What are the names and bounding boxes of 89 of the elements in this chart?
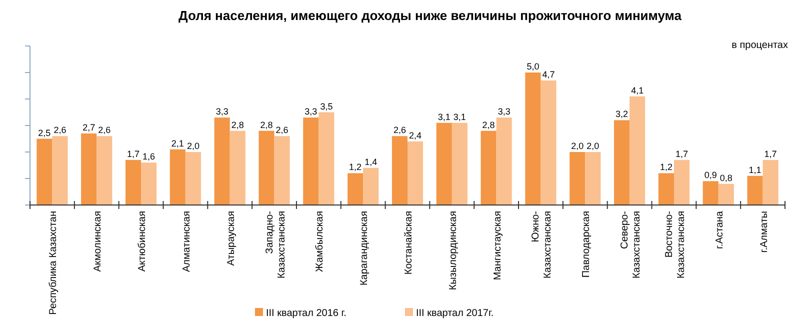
data-label: 1,7 bbox=[764, 148, 777, 159]
data-label: 3,3 bbox=[304, 106, 318, 117]
bar bbox=[214, 118, 230, 205]
bar bbox=[496, 118, 512, 205]
bar bbox=[570, 152, 586, 205]
data-label: 3,5 bbox=[320, 101, 333, 112]
data-label: 2,0 bbox=[571, 141, 584, 151]
bar bbox=[585, 152, 601, 205]
bar bbox=[230, 130, 246, 205]
bar bbox=[702, 181, 718, 205]
data-label: 2,5 bbox=[38, 128, 51, 138]
x-tick-label: Костанайская bbox=[404, 211, 414, 275]
bar bbox=[436, 122, 452, 205]
x-tick-label: Актюбинская bbox=[137, 211, 148, 272]
x-tick-label: Атырауская bbox=[226, 211, 237, 266]
chart-title: Доля населения, имеющего доходы ниже величины прожиточного минимума bbox=[178, 8, 682, 23]
bar bbox=[630, 96, 646, 205]
data-label: 2,6 bbox=[276, 125, 288, 136]
data-label: 2,6 bbox=[393, 125, 406, 136]
x-tick-label: Алматинская bbox=[181, 211, 192, 272]
x-tick-label: Кызылординская bbox=[448, 211, 459, 290]
bar bbox=[540, 80, 556, 205]
bar bbox=[96, 136, 112, 205]
data-label: 4,1 bbox=[631, 85, 644, 96]
data-label: 1,7 bbox=[675, 148, 688, 159]
bar bbox=[185, 152, 201, 205]
data-label: 3,1 bbox=[438, 112, 450, 122]
x-tick-label: Южно-Казахстанская bbox=[530, 211, 554, 278]
data-label: 2,0 bbox=[586, 141, 600, 151]
x-tick-label: Жамбылская bbox=[314, 211, 326, 272]
bar bbox=[480, 130, 496, 205]
x-tick-label: Карагандинская bbox=[359, 211, 370, 286]
bar bbox=[674, 160, 690, 205]
data-label: 2,6 bbox=[98, 125, 111, 136]
data-label: 1,4 bbox=[364, 156, 378, 167]
bar bbox=[718, 184, 734, 205]
x-tick-label: Северо-Казахстанская bbox=[620, 211, 643, 278]
bar bbox=[452, 122, 468, 205]
data-label: 2,6 bbox=[54, 125, 66, 136]
data-label: 2,7 bbox=[82, 122, 96, 132]
data-label: 1,2 bbox=[660, 162, 672, 172]
bar bbox=[170, 149, 186, 205]
bar bbox=[274, 136, 290, 205]
bar bbox=[614, 120, 630, 205]
bar bbox=[747, 176, 763, 205]
annotation: в процентах bbox=[732, 40, 788, 51]
legend-label: III квартал 2016 г. bbox=[266, 308, 346, 319]
x-tick-label: Западно-Казахстанская bbox=[264, 211, 288, 278]
x-tick-label: Павлодарская bbox=[581, 211, 592, 278]
bar bbox=[52, 136, 68, 205]
bar bbox=[141, 162, 157, 205]
data-label: 2,8 bbox=[482, 120, 495, 130]
data-label: 1,1 bbox=[748, 164, 762, 175]
data-label: 0,8 bbox=[720, 172, 732, 183]
x-tick-label: Мангистауская bbox=[492, 211, 504, 280]
x-tick-label: Республика Казахстан bbox=[48, 211, 60, 315]
data-label: 2,0 bbox=[186, 141, 200, 151]
data-label: 1,2 bbox=[349, 162, 362, 172]
bar bbox=[658, 173, 674, 205]
bar bbox=[303, 118, 319, 205]
data-label: 3,3 bbox=[498, 106, 510, 117]
bar bbox=[408, 141, 424, 205]
data-label: 3,3 bbox=[216, 106, 228, 117]
data-label: 2,4 bbox=[409, 130, 422, 140]
data-label: 1,6 bbox=[142, 152, 156, 162]
data-label: 3,2 bbox=[616, 109, 628, 120]
x-tick-label: Восточно-Казахстанская bbox=[664, 211, 687, 278]
bar bbox=[392, 136, 408, 205]
x-tick-label: г.Астана bbox=[714, 210, 726, 249]
data-label: 0,9 bbox=[704, 170, 717, 180]
bar bbox=[36, 138, 52, 205]
bar bbox=[125, 160, 142, 205]
data-label: 1,7 bbox=[127, 148, 140, 159]
bar bbox=[525, 72, 541, 205]
data-label: 3,1 bbox=[453, 112, 466, 122]
bar bbox=[258, 130, 274, 205]
data-label: 2,8 bbox=[260, 120, 273, 130]
x-tick-label: Акмолинская bbox=[92, 211, 104, 272]
bar bbox=[762, 160, 778, 205]
bar bbox=[318, 112, 334, 205]
legend-label: III квартал 2017г. bbox=[416, 308, 494, 319]
x-tick-label: г.Алматы bbox=[758, 211, 770, 253]
data-label: 2,1 bbox=[171, 138, 184, 148]
data-label: 4,7 bbox=[542, 69, 555, 80]
data-label: 2,8 bbox=[231, 120, 244, 130]
bar bbox=[81, 133, 97, 205]
bar bbox=[348, 173, 364, 205]
bar bbox=[363, 168, 379, 205]
data-label: 5,0 bbox=[526, 62, 540, 72]
